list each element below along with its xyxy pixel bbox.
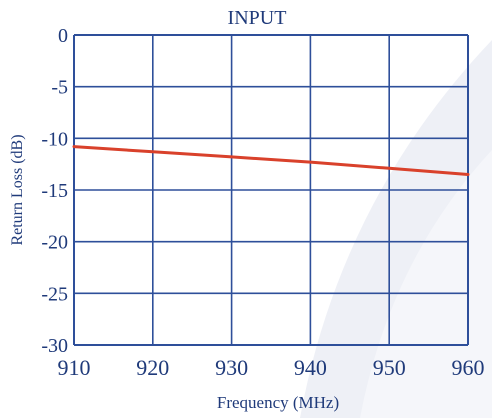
y-tick-labels: 0 -5 -10 -15 -20 -25 -30 — [41, 25, 68, 357]
x-tick-label: 950 — [373, 355, 406, 380]
x-tick-label: 910 — [58, 355, 91, 380]
y-tick-label: -5 — [51, 77, 68, 99]
grid — [73, 34, 469, 346]
series-line-0 — [72, 145, 470, 176]
x-tick-labels: 910 920 930 940 950 960 — [58, 355, 485, 380]
y-tick-label: -25 — [41, 283, 68, 305]
series-layer — [72, 145, 470, 176]
x-tick-label: 960 — [452, 355, 485, 380]
y-tick-label: 0 — [58, 25, 68, 47]
chart-title: INPUT — [228, 7, 287, 29]
y-axis-title: Return Loss (dB) — [9, 134, 26, 245]
background-swoosh-inner — [360, 150, 492, 418]
x-axis-title: Frequency (MHz) — [217, 393, 339, 412]
y-tick-label: -10 — [41, 128, 68, 150]
y-tick-label: -30 — [41, 335, 68, 357]
x-tick-label: 930 — [215, 355, 248, 380]
x-tick-label: 920 — [136, 355, 169, 380]
y-tick-label: -15 — [41, 180, 68, 202]
y-tick-label: -20 — [41, 232, 68, 254]
x-tick-label: 940 — [294, 355, 327, 380]
